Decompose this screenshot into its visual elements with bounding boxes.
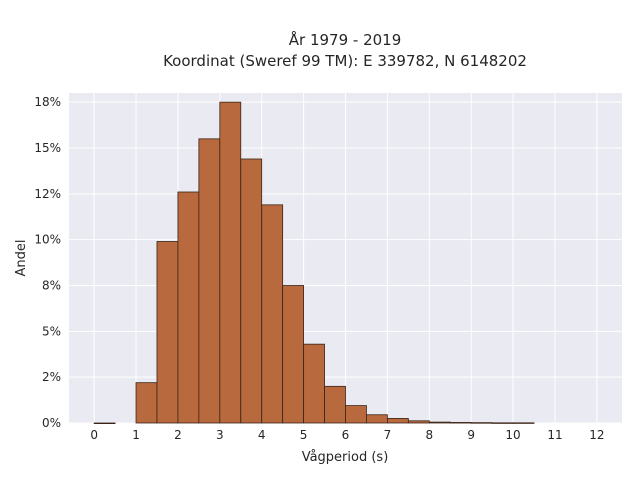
bars <box>93 101 535 425</box>
histogram-bar <box>324 385 346 424</box>
x-tick-label: 4 <box>258 428 266 442</box>
histogram-bar <box>219 101 242 424</box>
x-tick-label: 2 <box>174 428 182 442</box>
histogram-bar <box>135 382 158 424</box>
y-tick-label: 10% <box>34 233 61 247</box>
histogram-bar <box>177 191 200 424</box>
histogram-bar <box>491 422 514 424</box>
histogram-bar <box>261 204 284 424</box>
y-tick-label: 12% <box>34 187 61 201</box>
x-tick-label: 9 <box>467 428 475 442</box>
y-axis-ticks: 0% 2% 5% 8% 10% 12% 15% 18% <box>34 95 61 430</box>
histogram-bar <box>366 414 388 424</box>
histogram-bar <box>386 418 409 424</box>
grid-lines <box>69 93 622 424</box>
y-tick-label: 15% <box>34 141 61 155</box>
x-tick-label: 10 <box>505 428 520 442</box>
x-tick-label: 0 <box>90 428 98 442</box>
histogram-bar <box>198 138 221 424</box>
x-tick-label: 8 <box>425 428 433 442</box>
y-tick-label: 18% <box>34 95 61 109</box>
x-tick-label: 1 <box>132 428 140 442</box>
y-axis-label: Andel <box>14 240 29 277</box>
x-axis-ticks: 0 1 2 3 4 5 6 7 8 9 10 11 12 <box>90 428 604 442</box>
y-tick-label: 2% <box>42 370 61 384</box>
histogram-bar <box>345 405 367 424</box>
x-axis-label: Vågperiod (s) <box>302 450 389 465</box>
histogram-bar <box>156 241 179 424</box>
histogram-bar <box>428 421 451 424</box>
y-tick-label: 0% <box>42 416 61 430</box>
histogram-bar <box>407 420 430 424</box>
x-tick-label: 3 <box>216 428 224 442</box>
y-tick-label: 5% <box>42 324 61 338</box>
histogram-bar <box>93 422 116 425</box>
histogram-bar <box>470 422 493 424</box>
y-tick-label: 8% <box>42 279 61 293</box>
histogram-bar <box>282 285 305 424</box>
chart-title-line-1: År 1979 - 2019 <box>289 30 402 49</box>
histogram-bar <box>303 343 325 424</box>
x-tick-label: 7 <box>384 428 392 442</box>
x-tick-label: 6 <box>342 428 350 442</box>
histogram-bar <box>512 422 535 424</box>
histogram-bar <box>449 422 472 424</box>
histogram-bar <box>240 158 263 424</box>
chart-title-line-2: Koordinat (Sweref 99 TM): E 339782, N 61… <box>163 52 527 70</box>
x-tick-label: 11 <box>547 428 562 442</box>
x-tick-label: 5 <box>300 428 308 442</box>
x-tick-label: 12 <box>589 428 604 442</box>
